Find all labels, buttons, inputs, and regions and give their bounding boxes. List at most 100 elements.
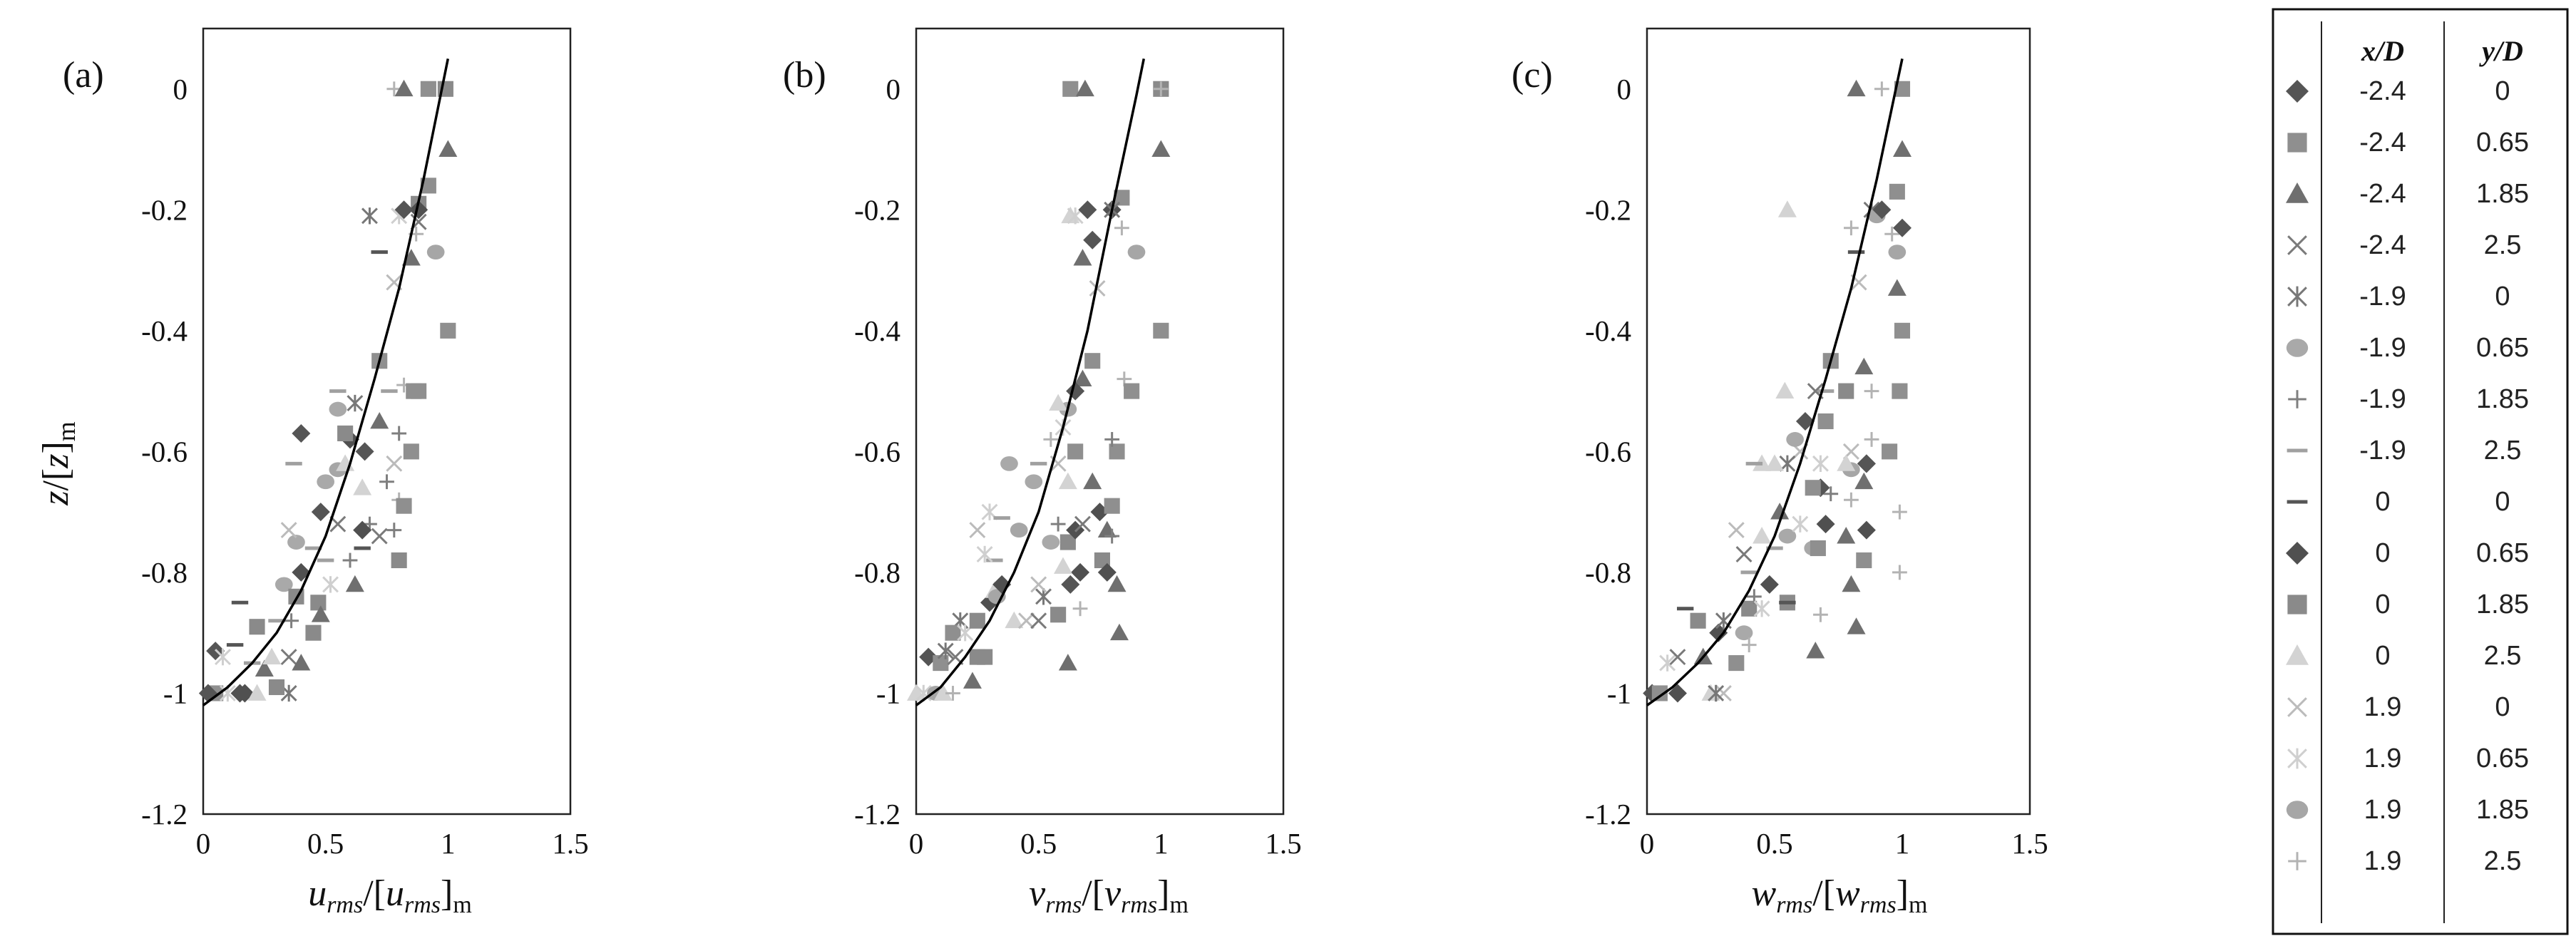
data-point [1844, 492, 1859, 508]
data-point [976, 545, 993, 563]
data-point [370, 412, 389, 429]
data-point [1810, 540, 1826, 557]
legend-y-value: 2.5 [2484, 846, 2522, 876]
data-point [1078, 200, 1097, 220]
x-tick-label: 0.5 [1756, 827, 1792, 860]
data-point [1892, 504, 1907, 520]
data-point [1062, 81, 1079, 97]
panel-label-c: (c) [1512, 55, 1553, 96]
data-point [1792, 515, 1809, 533]
y-tick-label: -0.8 [141, 556, 188, 589]
legend-y-value: 0 [2495, 282, 2510, 312]
legend-entry: 1.9 1.85 [2286, 795, 2529, 825]
legend-marker [2286, 182, 2309, 203]
data-point [1741, 637, 1757, 653]
legend-x-value: 0 [2375, 487, 2390, 517]
data-point [353, 478, 372, 495]
legend-marker [2287, 748, 2307, 769]
data-point [1775, 381, 1795, 399]
data-point [1059, 534, 1076, 550]
legend-y-value: 2.5 [2484, 230, 2522, 260]
legend-marker [2287, 286, 2307, 307]
data-point [1837, 527, 1856, 544]
data-point [394, 200, 414, 220]
y-tick-label: 0 [886, 73, 901, 106]
data-point [1847, 79, 1866, 97]
data-point [945, 686, 960, 701]
y-tick-label: -0.4 [1585, 314, 1631, 347]
x-axis-label-a: urms/[urms]m [308, 873, 472, 918]
legend-y-value: 0.65 [2476, 744, 2529, 773]
data-point [1770, 503, 1790, 520]
data-point [215, 648, 231, 666]
data-point [280, 649, 297, 666]
data-point [342, 552, 358, 568]
data-point [1084, 353, 1101, 369]
data-point [322, 576, 339, 593]
y-axis-label: z/[z]m [36, 421, 81, 506]
y-tick-label: -1.2 [854, 798, 900, 831]
y-tick-label: -1.2 [1585, 798, 1631, 831]
legend-x-value: -1.9 [2359, 333, 2406, 363]
data-point [1005, 611, 1024, 629]
legend-entry: -2.4 0 [2286, 76, 2510, 106]
data-point [1823, 486, 1839, 502]
data-point [353, 520, 372, 540]
legend: x/D y/D -2.4 0-2.4 0.65-2.4 1.85-2.4 2.5-1.9… [2272, 8, 2569, 935]
legend-marker [2288, 390, 2306, 408]
legend-y-value: 2.5 [2484, 641, 2522, 671]
legend-header-y: y/D [2479, 35, 2523, 67]
data-point [1889, 183, 1905, 200]
y-tick-label: -0.4 [141, 314, 188, 347]
data-point [379, 474, 394, 490]
data-point [1864, 432, 1879, 447]
data-point [1864, 384, 1879, 399]
data-point [1894, 81, 1911, 97]
data-point [280, 522, 297, 539]
legend-y-value: 1.85 [2476, 795, 2529, 825]
data-point [1893, 218, 1912, 237]
data-point [1083, 472, 1102, 490]
data-point [406, 383, 422, 399]
data-point [1715, 685, 1732, 701]
legend-entry: 1.9 2.5 [2288, 846, 2521, 876]
data-point [1124, 383, 1140, 399]
data-point [386, 523, 402, 538]
x-tick-label: 0 [1640, 827, 1655, 860]
data-point [1050, 516, 1066, 532]
data-point [1151, 140, 1171, 157]
legend-x-value: -2.4 [2359, 230, 2406, 260]
legend-entry: 1.9 0 [2287, 692, 2510, 722]
data-point [1892, 565, 1907, 580]
data-point [255, 659, 274, 677]
data-point [329, 515, 347, 533]
legend-entry: 0 0.65 [2286, 538, 2529, 568]
legend-header-x: x/D [2361, 35, 2404, 67]
data-point [311, 605, 330, 622]
legend-marker [2287, 595, 2307, 615]
data-point [1104, 528, 1120, 544]
legend-x-value: -1.9 [2359, 436, 2406, 466]
data-point [1030, 612, 1047, 629]
data-point [1806, 642, 1825, 659]
data-point [1669, 649, 1686, 666]
data-point [249, 619, 265, 635]
y-tick-label: -1 [163, 677, 188, 709]
data-point [292, 423, 311, 443]
data-point [1073, 249, 1092, 266]
data-point [1812, 455, 1829, 473]
data-point [391, 426, 407, 441]
data-point [1104, 498, 1120, 514]
plot-frame-a [202, 27, 572, 816]
x-tick-label: 1.5 [552, 827, 588, 860]
data-point [1107, 575, 1127, 592]
panel-b: (b) vrms/[vrms]m 0 0.5 1 1.5 0 -0.2 -0.4 -0.6 -0… [783, 27, 1302, 918]
legend-x-value: -2.4 [2359, 76, 2406, 106]
data-point [1842, 575, 1861, 592]
data-point [1690, 612, 1706, 629]
data-point [945, 624, 961, 641]
data-point [1786, 432, 1804, 447]
data-point [1816, 515, 1835, 534]
y-tick-label: -0.2 [854, 193, 900, 226]
